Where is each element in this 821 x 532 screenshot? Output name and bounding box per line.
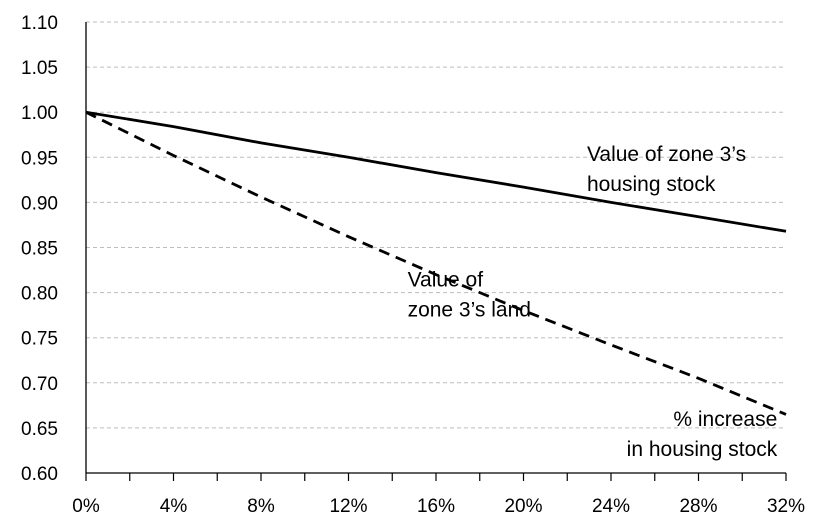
y-tick-label: 0.80	[21, 284, 58, 305]
solid-series-line	[85, 110, 787, 233]
tick-labels: 0.60 0.65 0.70 0.75 0.80 0.85 0.90 0.95 1.00 1.05…	[21, 13, 805, 517]
x-tick-label: 20%	[504, 496, 542, 517]
y-tick-label: 0.95	[21, 148, 58, 169]
y-tick-label: 0.85	[21, 239, 58, 260]
x-tick-label: 8%	[247, 496, 275, 517]
annotation-line: in housing stock	[627, 438, 778, 461]
annotation-line: housing stock	[587, 173, 716, 196]
dashed-series-line	[85, 110, 787, 416]
y-tick-label: 0.75	[21, 329, 58, 350]
gridlines	[86, 21, 786, 429]
y-tick-label: 0.60	[21, 464, 58, 485]
x-tick-label: 12%	[329, 496, 367, 517]
y-tick-label: 1.05	[21, 58, 58, 79]
annotation-line: % increase	[673, 408, 777, 431]
annotation-line: Value of zone 3’s	[587, 143, 746, 166]
series-lines	[85, 110, 787, 416]
y-tick-label: 0.65	[21, 419, 58, 440]
y-tick-label: 0.70	[21, 374, 58, 395]
x-tick-label: 0%	[72, 496, 100, 517]
annotations: Value of zone 3’s housing stock Value of zo…	[408, 143, 778, 461]
y-tick-label: 0.90	[21, 193, 58, 214]
x-tick-label: 16%	[417, 496, 455, 517]
axes	[85, 22, 787, 481]
y-tick-label: 1.00	[21, 103, 58, 124]
x-tick-label: 32%	[767, 496, 805, 517]
y-tick-label: 1.10	[21, 13, 58, 34]
x-tick-label: 24%	[592, 496, 630, 517]
annotation-line: zone 3’s land	[408, 298, 531, 321]
annotation-line: Value of	[408, 268, 484, 291]
x-tick-label: 4%	[160, 496, 188, 517]
x-tick-label: 28%	[679, 496, 717, 517]
